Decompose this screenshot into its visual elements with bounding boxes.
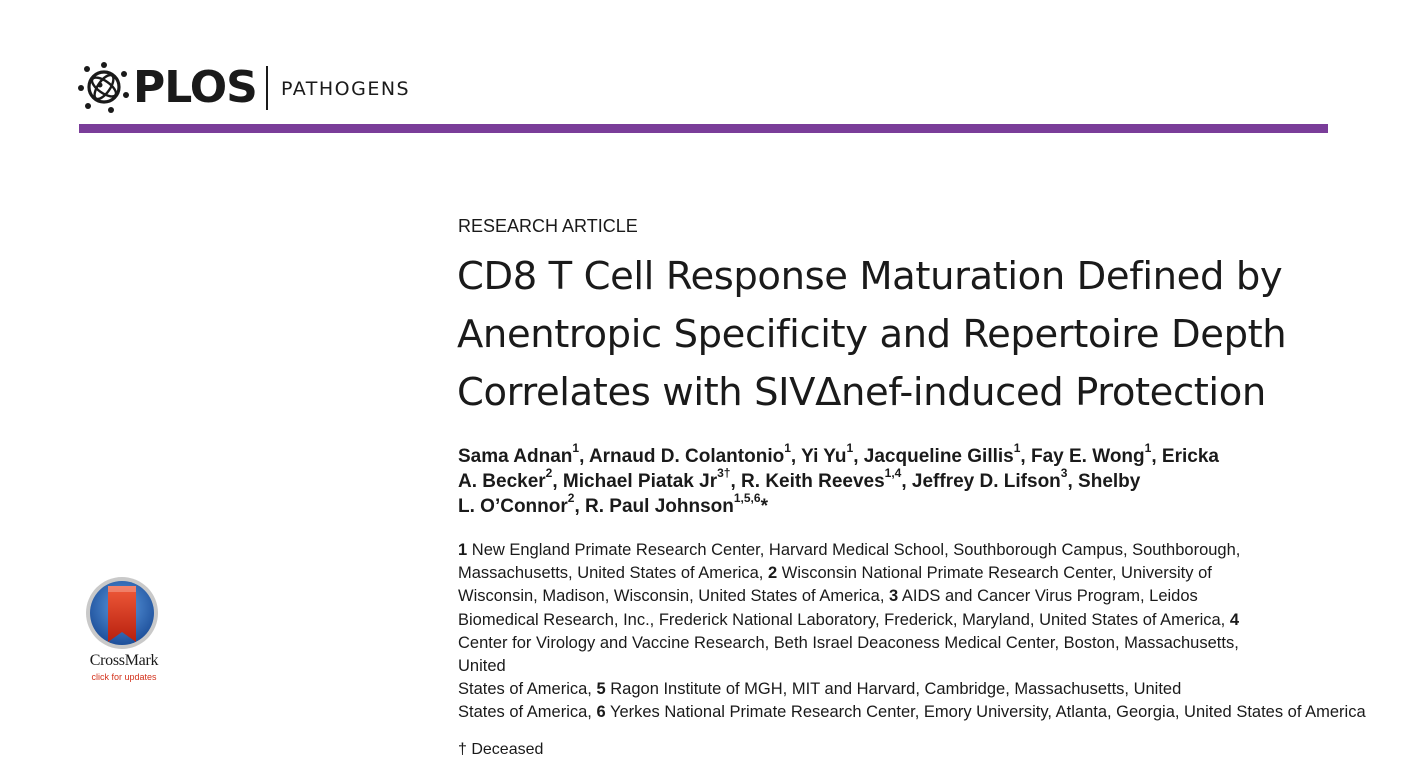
author-name-part[interactable]: L. O’Connor: [458, 496, 568, 517]
author-name[interactable]: Michael Piatak Jr: [562, 471, 718, 492]
author-line: A. Becker2, Michael Piatak Jr3†, R. Keit…: [458, 465, 1141, 492]
journal-name: PATHOGENS: [281, 78, 411, 100]
author-affil: 2: [545, 465, 553, 480]
plos-logo-text: PLOS: [133, 62, 258, 113]
title-line: CD8 T Cell Response Maturation Defined b…: [457, 254, 1283, 299]
title-line: Correlates with SIVΔnef-induced Protecti…: [457, 370, 1266, 415]
author-affil: 1: [1144, 440, 1152, 455]
crossmark-icon: [86, 577, 158, 649]
article-title: CD8 T Cell Response Maturation Defined b…: [457, 248, 1337, 422]
affiliation-text: Wisconsin, Madison, Wisconsin, United St…: [458, 587, 889, 606]
author-name[interactable]: Jeffrey D. Lifson: [911, 471, 1061, 492]
author-line: L. O’Connor2, R. Paul Johnson1,5,6*: [458, 490, 768, 517]
affiliation-number: 4: [1229, 610, 1240, 629]
author-affil: 3: [1060, 465, 1068, 480]
affiliation-line: Wisconsin, Madison, Wisconsin, United St…: [458, 585, 1338, 608]
affiliation-line: Center for Virology and Vaccine Research…: [458, 632, 1338, 655]
author-affil: 1: [572, 440, 580, 455]
author-affil: 1: [1013, 440, 1021, 455]
affiliation-number: 6: [596, 703, 606, 722]
crossmark-sublabel: click for updates: [91, 672, 157, 682]
author-name-part[interactable]: A. Becker: [458, 471, 546, 492]
author-name[interactable]: Arnaud D. Colantonio: [588, 446, 785, 467]
author-affil: 1,4: [884, 465, 902, 480]
author-name-part[interactable]: Shelby: [1078, 471, 1141, 492]
crossmark-badge[interactable]: CrossMark click for updates: [78, 576, 170, 688]
author-list: Sama Adnan1, Arnaud D. Colantonio1, Yi Y…: [458, 440, 1328, 519]
affiliation-text: Center for Virology and Vaccine Research…: [458, 633, 1239, 652]
affiliation-line: States of America, 6 Yerkes National Pri…: [458, 701, 1366, 724]
author-name-part[interactable]: Ericka: [1161, 446, 1219, 467]
author-affil: 3†: [717, 465, 731, 480]
journal-header: PLOS PATHOGENS: [78, 58, 1328, 118]
affiliation-number: 1: [458, 541, 468, 559]
affiliation-line: Biomedical Research, Inc., Frederick Nat…: [458, 609, 1338, 632]
affiliation-line: States of America, 5 Ragon Institute of …: [458, 678, 1338, 701]
affiliation-text: AIDS and Cancer Virus Program, Leidos: [898, 587, 1198, 606]
affiliation-text: States of America,: [458, 703, 597, 722]
header-rule: [79, 124, 1328, 133]
affiliation-text: Ragon Institute of MGH, MIT and Harvard,…: [605, 680, 1182, 699]
article-type: RESEARCH ARTICLE: [458, 216, 638, 236]
author-name[interactable]: R. Keith Reeves: [741, 471, 885, 492]
author-name[interactable]: Jacqueline Gillis: [863, 446, 1014, 467]
author-name[interactable]: Yi Yu: [801, 446, 847, 467]
title-line: Anentropic Specificity and Repertoire De…: [457, 312, 1287, 357]
author-affil: 1: [846, 440, 854, 455]
logo-divider: [266, 66, 268, 110]
affiliation-text: Wisconsin National Primate Research Cent…: [777, 564, 1212, 583]
affiliation-text: United: [458, 657, 506, 676]
affiliation-line: United: [458, 655, 1338, 678]
affiliation-text: New England Primate Research Center, Har…: [467, 541, 1241, 559]
affiliation-text: Biomedical Research, Inc., Frederick Nat…: [458, 610, 1230, 629]
affiliation-text: Massachusetts, United States of America,: [458, 564, 768, 583]
affiliation-line: Massachusetts, United States of America,…: [458, 562, 1338, 585]
affiliation-text: Yerkes National Primate Research Center,…: [605, 703, 1366, 722]
author-affil: 1,5,6: [733, 490, 761, 505]
crossmark-label: CrossMark: [89, 652, 159, 669]
deceased-note: † Deceased: [458, 741, 544, 758]
author-affil: 2: [567, 490, 575, 505]
author-affil: 1: [784, 440, 791, 455]
author-name[interactable]: Fay E. Wong: [1030, 446, 1145, 467]
affiliation-text: States of America,: [458, 680, 597, 699]
author-name[interactable]: Sama Adnan: [458, 446, 573, 467]
corresponding-author-mark: *: [760, 496, 768, 517]
plos-atom-icon: [78, 62, 129, 113]
affiliation-number: 3: [889, 587, 899, 606]
author-line: Sama Adnan1, Arnaud D. Colantonio1, Yi Y…: [458, 440, 1219, 467]
author-name[interactable]: R. Paul Johnson: [585, 496, 734, 517]
affiliation-list: 1 New England Primate Research Center, H…: [458, 539, 1366, 725]
affiliation-number: 2: [767, 564, 778, 583]
affiliation-line: 1 New England Primate Research Center, H…: [458, 539, 1338, 562]
affiliation-number: 5: [596, 680, 606, 699]
